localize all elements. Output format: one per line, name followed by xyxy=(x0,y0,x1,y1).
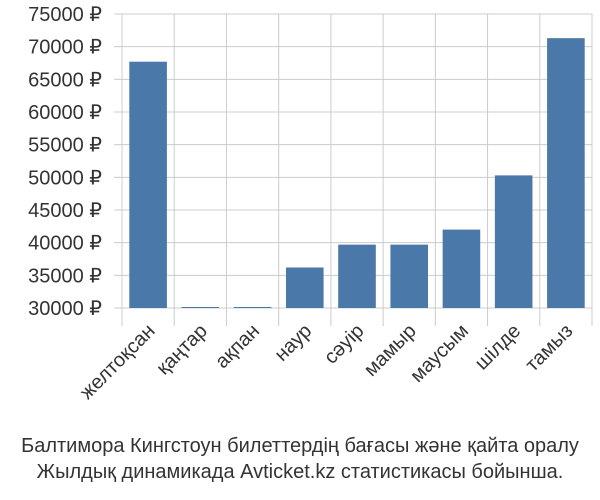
chart-caption-line-2: Жылдық динамикада Avticket.kz статистика… xyxy=(36,461,564,483)
bar xyxy=(442,229,481,308)
x-tick-label: тамыз xyxy=(521,320,577,376)
chart-caption-line-1: Балтимора Кингстоун билеттердің бағасы ж… xyxy=(21,435,579,457)
bar xyxy=(181,307,220,308)
bar-chart: 30000 ₽ 35000 ₽ 40000 ₽ 45000 ₽ 50000 ₽ 55000… xyxy=(28,4,593,404)
y-tick-label: 30000 ₽ xyxy=(28,298,102,320)
bar xyxy=(285,267,324,308)
bar xyxy=(129,61,167,309)
x-tick-label: желтоқсан xyxy=(76,320,160,404)
x-tick-label: сәуір xyxy=(320,320,369,369)
y-tick-label: 65000 ₽ xyxy=(28,69,102,91)
y-tick-label: 60000 ₽ xyxy=(28,102,102,124)
y-tick-label: 75000 ₽ xyxy=(28,4,102,26)
y-tick-label: 55000 ₽ xyxy=(28,135,102,157)
bar xyxy=(547,38,585,308)
x-tick-label: ақпан xyxy=(211,320,264,373)
bar xyxy=(233,307,272,308)
x-tick-label: шілде xyxy=(471,320,525,374)
bar xyxy=(390,244,429,308)
x-tick-label: наур xyxy=(270,320,316,366)
bar xyxy=(494,175,533,308)
bars xyxy=(129,38,585,309)
y-axis: 30000 ₽ 35000 ₽ 40000 ₽ 45000 ₽ 50000 ₽ 55000… xyxy=(28,4,102,320)
y-tick-label: 50000 ₽ xyxy=(28,167,102,189)
y-tick-label: 40000 ₽ xyxy=(28,233,102,255)
x-tick-label: маусым xyxy=(406,320,473,387)
y-tick-label: 45000 ₽ xyxy=(28,200,102,222)
y-tick-label: 70000 ₽ xyxy=(28,37,102,59)
x-tick-label: қаңтар xyxy=(152,320,211,379)
grid xyxy=(114,13,593,326)
y-tick-label: 35000 ₽ xyxy=(28,265,102,287)
bar xyxy=(338,244,376,308)
